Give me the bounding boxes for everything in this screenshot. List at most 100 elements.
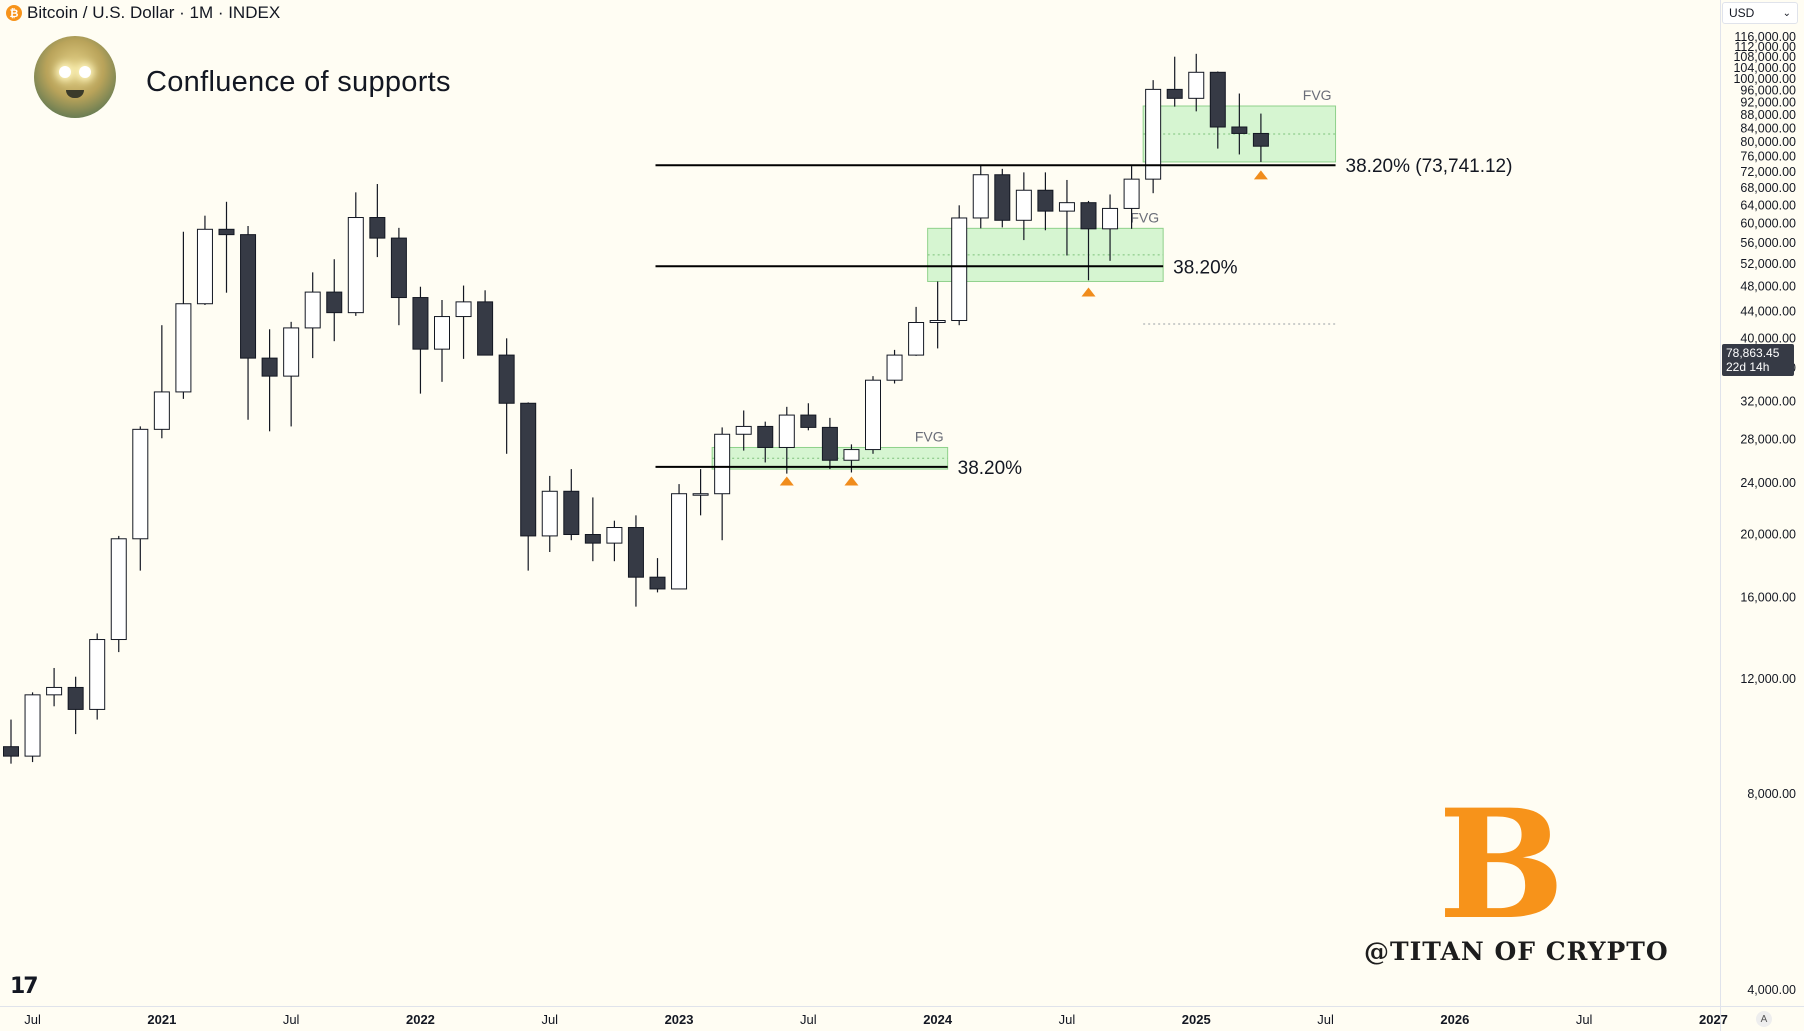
candle-body[interactable] <box>520 402 537 537</box>
candle-body[interactable] <box>261 357 278 377</box>
candle-body[interactable] <box>240 234 257 359</box>
candle-body[interactable] <box>627 527 644 578</box>
candle-body[interactable] <box>1188 71 1205 99</box>
candle-body[interactable] <box>1102 207 1119 230</box>
price-tick-label: 64,000.00 <box>1740 198 1796 212</box>
fvg-label: FVG <box>1130 209 1159 225</box>
candle-body[interactable] <box>218 228 235 236</box>
candle-body[interactable] <box>326 291 343 314</box>
candle-body[interactable] <box>1252 132 1269 147</box>
time-tick-label: Jul <box>1576 1012 1593 1027</box>
candle-body[interactable] <box>1123 178 1140 209</box>
candle-body[interactable] <box>843 449 860 461</box>
candle-body[interactable] <box>1037 189 1054 212</box>
bar-countdown: 22d 14h <box>1726 360 1770 374</box>
current-price-tag: 78,863.45 22d 14h <box>1722 344 1794 376</box>
candle-body[interactable] <box>865 379 881 451</box>
candle-body[interactable] <box>1058 202 1075 212</box>
candle-body[interactable] <box>994 174 1011 221</box>
time-tick-label: 2026 <box>1440 1012 1469 1027</box>
time-tick-label: 2024 <box>923 1012 953 1027</box>
candle-body[interactable] <box>24 694 41 757</box>
fib-level-label: 38.20% (73,741.12) <box>1346 156 1513 177</box>
time-tick-label: 2025 <box>1182 1012 1211 1027</box>
tradingview-logo-icon[interactable]: 17 <box>10 974 39 999</box>
price-tick-label: 76,000.00 <box>1740 150 1796 164</box>
candle-body[interactable] <box>671 493 688 590</box>
price-tick-label: 8,000.00 <box>1747 787 1796 801</box>
candle-body[interactable] <box>3 746 19 757</box>
candle-body[interactable] <box>153 391 170 430</box>
candle-body[interactable] <box>412 297 429 350</box>
candle-body[interactable] <box>692 493 709 496</box>
candle-body[interactable] <box>477 301 494 356</box>
candle-body[interactable] <box>283 327 300 377</box>
price-tick-label: 116,000.00 <box>1734 30 1796 44</box>
candle-body[interactable] <box>175 303 192 393</box>
candle-body[interactable] <box>110 538 127 641</box>
fib-level-label: 38.20% <box>958 458 1023 479</box>
price-tick-label: 24,000.00 <box>1740 476 1796 490</box>
price-tick-label: 40,000.00 <box>1740 331 1796 345</box>
candle-body[interactable] <box>390 237 407 299</box>
time-tick-label: Jul <box>1317 1012 1334 1027</box>
candle-body[interactable] <box>196 228 213 305</box>
candle-body[interactable] <box>1166 88 1183 99</box>
candle-body[interactable] <box>304 291 321 329</box>
candle-body[interactable] <box>1015 189 1032 221</box>
currency-select[interactable]: USD ⌄ <box>1722 2 1798 24</box>
symbol-header[interactable]: ₿ Bitcoin / U.S. Dollar · 1M · INDEX <box>6 3 280 23</box>
up-arrow-marker-icon <box>1081 287 1096 297</box>
time-tick-label: 2027 <box>1699 1012 1728 1027</box>
bitcoin-icon: ₿ <box>6 5 22 21</box>
up-arrow-marker-icon <box>844 476 859 486</box>
candle-body[interactable] <box>563 490 580 536</box>
candle-body[interactable] <box>584 534 601 544</box>
author-avatar <box>34 36 116 118</box>
avatar-eye-icon <box>59 66 71 78</box>
price-tick-label: 28,000.00 <box>1740 432 1796 446</box>
candle-body[interactable] <box>89 639 106 710</box>
candle-body[interactable] <box>132 428 149 540</box>
candle-body[interactable] <box>46 686 63 696</box>
time-tick-label: 2023 <box>665 1012 694 1027</box>
price-tick-label: 60,000.00 <box>1740 217 1796 231</box>
candle-body[interactable] <box>821 426 838 461</box>
candle-body[interactable] <box>800 414 817 428</box>
fib-level-label: 38.20% <box>1173 257 1238 278</box>
auto-scale-button[interactable]: A <box>1756 1011 1772 1027</box>
time-tick-label: Jul <box>800 1012 817 1027</box>
candle-body[interactable] <box>972 174 989 219</box>
candle-body[interactable] <box>455 301 472 318</box>
price-tick-label: 92,000.00 <box>1740 96 1796 110</box>
time-tick-label: Jul <box>1059 1012 1076 1027</box>
candle-body[interactable] <box>347 217 364 314</box>
candle-body[interactable] <box>1231 126 1248 134</box>
candle-body[interactable] <box>369 217 386 239</box>
candle-body[interactable] <box>714 433 731 495</box>
price-tick-label: 104,000.00 <box>1733 61 1796 75</box>
candle-body[interactable] <box>886 354 903 381</box>
fvg-label: FVG <box>1303 87 1332 103</box>
candle-body[interactable] <box>649 576 666 590</box>
candle-body[interactable] <box>1209 71 1226 128</box>
candle-body[interactable] <box>908 322 925 356</box>
chart-title: Confluence of supports <box>146 66 451 98</box>
candle-body[interactable] <box>541 490 558 537</box>
candle-body[interactable] <box>929 320 946 324</box>
candle-body[interactable] <box>778 414 795 448</box>
candle-body[interactable] <box>606 527 623 544</box>
candle-body[interactable] <box>735 425 752 435</box>
price-tick-label: 12,000.00 <box>1740 672 1796 686</box>
candle-body[interactable] <box>1145 88 1162 180</box>
current-price-value: 78,863.45 <box>1726 346 1780 360</box>
candle-body[interactable] <box>1080 202 1097 230</box>
candle-body[interactable] <box>498 354 515 404</box>
price-axis-panel[interactable] <box>1720 0 1804 1031</box>
candle-body[interactable] <box>757 425 774 448</box>
candle-body[interactable] <box>434 316 450 350</box>
candle-body[interactable] <box>67 686 84 710</box>
candle-body[interactable] <box>951 217 968 322</box>
